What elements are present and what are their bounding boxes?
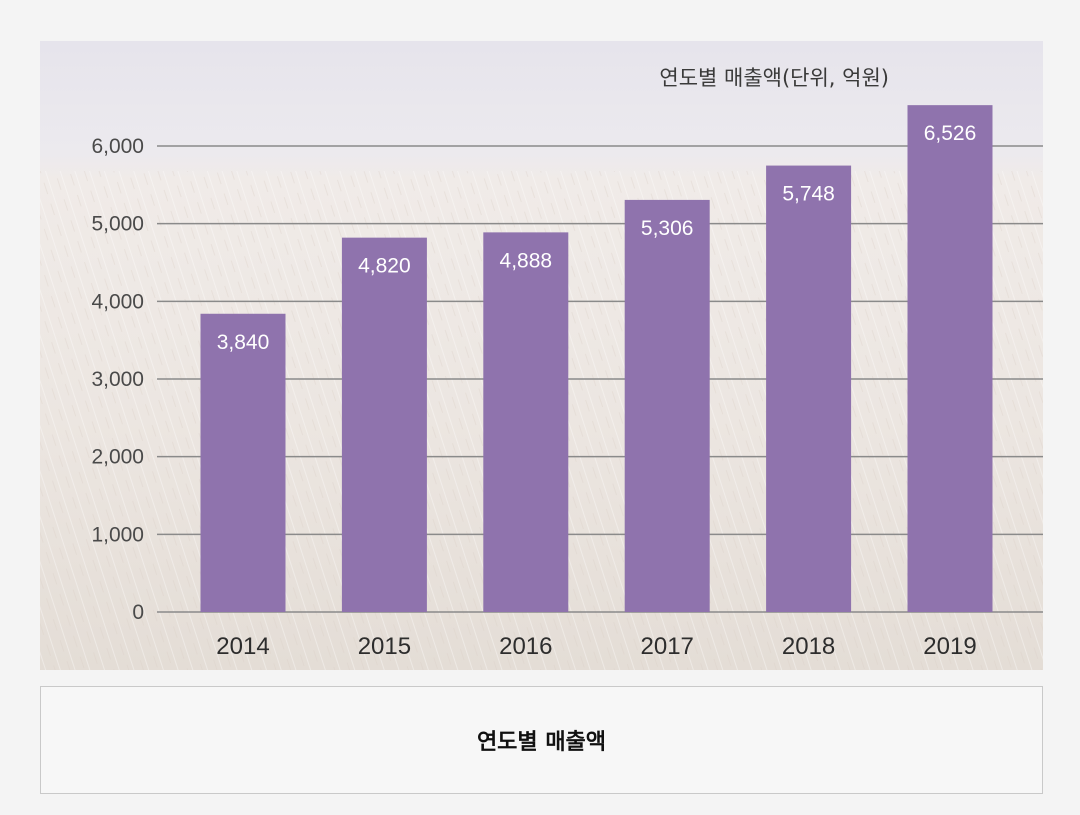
bar-value-label: 3,840 bbox=[217, 331, 270, 354]
caption-box: 연도별 매출액 bbox=[40, 686, 1043, 794]
bar bbox=[907, 105, 993, 612]
bar bbox=[624, 199, 710, 612]
x-tick-label: 2017 bbox=[641, 633, 694, 660]
y-tick-label: 1,000 bbox=[91, 523, 144, 546]
bar-value-label: 5,748 bbox=[782, 183, 835, 206]
unit-label: 연도별 매출액(단위, 억원) bbox=[659, 66, 889, 90]
bar-value-label: 4,820 bbox=[358, 255, 411, 278]
y-tick-label: 3,000 bbox=[91, 368, 144, 391]
y-tick-label: 4,000 bbox=[91, 290, 144, 313]
bar-value-label: 4,888 bbox=[500, 249, 553, 272]
chart-figure: 0 1,000 2,000 3,000 4,000 5,000 6,000 3,840 2014… bbox=[40, 41, 1043, 670]
caption-title: 연도별 매출액 bbox=[476, 730, 607, 755]
y-tick-label: 0 bbox=[132, 601, 144, 624]
y-tick-label: 5,000 bbox=[91, 213, 144, 236]
x-tick-label: 2019 bbox=[923, 633, 976, 660]
bar-value-label: 6,526 bbox=[924, 122, 977, 145]
x-tick-label: 2015 bbox=[358, 633, 411, 660]
bar-value-label: 5,306 bbox=[641, 217, 694, 240]
bar-chart: 0 1,000 2,000 3,000 4,000 5,000 6,000 3,840 2014… bbox=[40, 41, 1043, 670]
bar bbox=[483, 232, 569, 612]
x-tick-label: 2018 bbox=[782, 633, 835, 660]
x-tick-label: 2014 bbox=[216, 633, 269, 660]
bar bbox=[200, 313, 286, 612]
bar bbox=[766, 165, 852, 612]
y-tick-label: 2,000 bbox=[91, 446, 144, 469]
bar bbox=[341, 237, 427, 612]
x-tick-label: 2016 bbox=[499, 633, 552, 660]
y-tick-label: 6,000 bbox=[91, 135, 144, 158]
